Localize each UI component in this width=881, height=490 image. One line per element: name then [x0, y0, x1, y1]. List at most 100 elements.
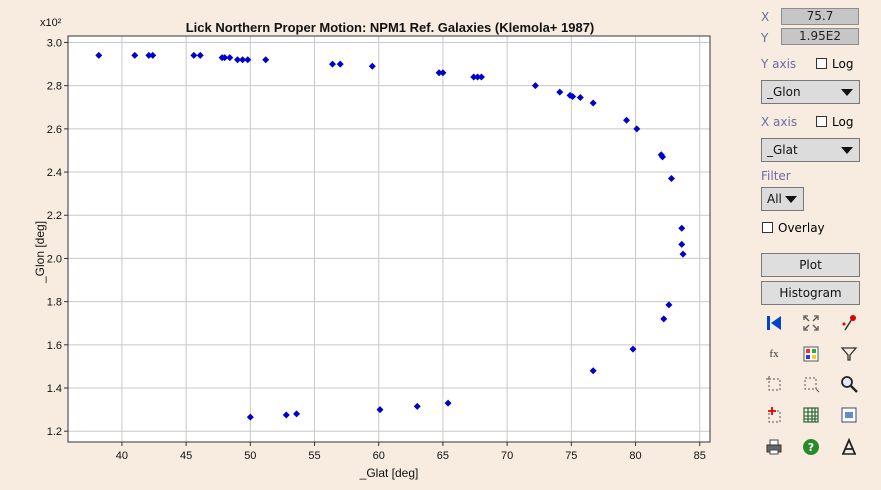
x-tick-label: 80	[629, 450, 641, 462]
x-log-label: Log	[832, 115, 854, 129]
data-point[interactable]	[376, 406, 384, 414]
y-tick-label: 1.6	[47, 340, 62, 352]
data-point[interactable]	[239, 56, 247, 64]
select-region-icon[interactable]	[763, 373, 785, 395]
y-tick-label: 2.6	[47, 124, 62, 136]
chevron-down-icon	[841, 89, 853, 96]
data-point[interactable]	[679, 250, 687, 258]
data-point[interactable]	[435, 69, 443, 77]
data-point[interactable]	[226, 54, 234, 62]
function-icon[interactable]: fx	[769, 348, 779, 360]
data-point[interactable]	[665, 301, 673, 309]
overlay-checkbox[interactable]	[762, 222, 773, 233]
chevron-down-icon	[785, 196, 797, 203]
x-axis-label: X axis	[761, 115, 798, 129]
axis-ticks: 40 45 50 55 60 65 70 75 80 85 1.2 1.4 1.6 1.8 2.0 2.2 2.…	[47, 37, 706, 462]
chevron-down-icon	[841, 147, 853, 154]
print-icon[interactable]	[763, 436, 785, 458]
crop-region-icon[interactable]	[800, 373, 822, 395]
data-point[interactable]	[293, 410, 301, 418]
y-tick-label: 2.8	[47, 81, 62, 93]
x-tick-label: 45	[180, 450, 192, 462]
x-tick-label: 60	[373, 450, 385, 462]
data-point[interactable]	[444, 399, 452, 407]
data-point[interactable]	[413, 402, 421, 410]
data-point[interactable]	[439, 69, 447, 77]
data-point[interactable]	[196, 51, 204, 59]
scatter-chart[interactable]: 40 45 50 55 60 65 70 75 80 85 1.2 1.4 1.6 1.8 2.0 2.2 2.…	[0, 0, 750, 490]
color-table-icon[interactable]	[800, 343, 822, 365]
data-point[interactable]	[660, 315, 668, 323]
data-point[interactable]	[477, 73, 485, 81]
data-point[interactable]	[629, 345, 637, 353]
x-tick-label: 70	[501, 450, 513, 462]
grid	[68, 36, 710, 442]
filter-label: Filter	[761, 169, 791, 183]
data-point[interactable]	[149, 51, 157, 59]
x-log-checkbox[interactable]	[816, 116, 827, 127]
data-point[interactable]	[244, 56, 252, 64]
x-coordinate-readout: 75.7	[781, 8, 859, 25]
x-axis-select[interactable]: _Glat	[761, 138, 860, 162]
y-tick-label: 2.0	[47, 253, 62, 265]
first-record-icon[interactable]	[763, 312, 785, 334]
data-point[interactable]	[329, 60, 337, 68]
data-point[interactable]	[262, 56, 270, 64]
data-point[interactable]	[633, 125, 641, 133]
data-point[interactable]	[556, 88, 564, 96]
data-point[interactable]	[569, 92, 577, 100]
data-point[interactable]	[576, 94, 584, 102]
data-point[interactable]	[531, 82, 539, 90]
data-point[interactable]	[95, 51, 103, 59]
y-log-label: Log	[832, 57, 854, 71]
x-axis-title: _Glat [deg]	[359, 466, 419, 480]
y-tick-label: 1.2	[47, 426, 62, 438]
marker-pin-icon[interactable]	[838, 312, 860, 334]
y-log-checkbox[interactable]	[816, 58, 827, 69]
zoom-magnifier-icon[interactable]	[838, 373, 860, 395]
x-axis-select-value: _Glat	[767, 143, 798, 157]
y-tick-label: 3.0	[47, 37, 62, 49]
y-axis-select[interactable]: _Glon	[761, 80, 860, 104]
fit-view-icon[interactable]	[800, 312, 822, 334]
data-point[interactable]	[623, 116, 631, 124]
font-settings-icon[interactable]	[838, 436, 860, 458]
data-point[interactable]	[233, 56, 241, 64]
x-tick-label: 55	[308, 450, 320, 462]
histogram-button[interactable]: Histogram	[761, 281, 860, 305]
data-point[interactable]	[678, 240, 686, 248]
data-point[interactable]	[131, 51, 139, 59]
data-point[interactable]	[190, 51, 198, 59]
data-point[interactable]	[221, 54, 229, 62]
filter-funnel-icon[interactable]	[838, 343, 860, 365]
y-tick-label: 1.4	[47, 383, 62, 395]
overlay-label: Overlay	[778, 221, 825, 235]
data-point[interactable]	[470, 73, 478, 81]
plot-area	[68, 36, 710, 442]
plot-frame	[67, 35, 711, 443]
filter-select[interactable]: All	[761, 187, 804, 211]
image-view-icon[interactable]	[838, 404, 860, 426]
data-point[interactable]	[589, 99, 597, 107]
x-tick-label: 65	[437, 450, 449, 462]
y-tick-label: 2.4	[47, 167, 62, 179]
data-point[interactable]	[589, 367, 597, 375]
y-tick-label: 1.8	[47, 297, 62, 309]
data-point[interactable]	[282, 411, 290, 419]
svg-text:?: ?	[808, 441, 814, 454]
filter-select-value: All	[767, 192, 782, 206]
data-point[interactable]	[246, 413, 254, 421]
data-point[interactable]	[145, 51, 153, 59]
data-point[interactable]	[368, 62, 376, 70]
add-selection-icon[interactable]	[763, 404, 785, 426]
x-tick-label: 40	[116, 450, 128, 462]
data-point[interactable]	[474, 73, 482, 81]
help-icon[interactable]: ?	[800, 436, 822, 458]
data-point[interactable]	[667, 175, 675, 183]
plot-button[interactable]: Plot	[761, 253, 860, 277]
data-point[interactable]	[678, 224, 686, 232]
data-point[interactable]	[658, 153, 666, 161]
y-axis-label: Y axis	[761, 57, 797, 71]
table-grid-icon[interactable]	[800, 404, 822, 426]
data-point[interactable]	[336, 60, 344, 68]
